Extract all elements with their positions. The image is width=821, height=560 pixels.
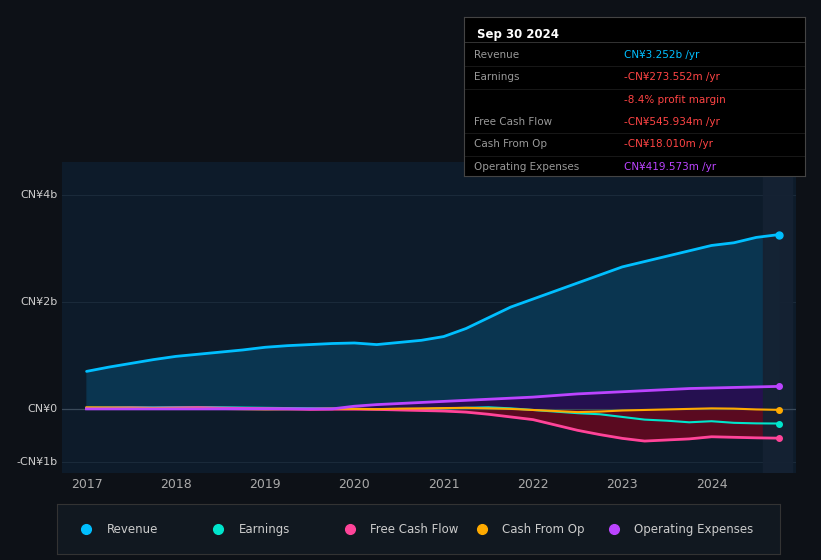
- Text: Free Cash Flow: Free Cash Flow: [474, 117, 553, 127]
- Text: Revenue: Revenue: [107, 522, 158, 536]
- Text: Earnings: Earnings: [238, 522, 290, 536]
- Text: CN¥0: CN¥0: [28, 404, 58, 414]
- Text: -CN¥545.934m /yr: -CN¥545.934m /yr: [624, 117, 720, 127]
- Text: CN¥2b: CN¥2b: [21, 297, 58, 307]
- Text: Operating Expenses: Operating Expenses: [634, 522, 753, 536]
- Text: CN¥419.573m /yr: CN¥419.573m /yr: [624, 162, 716, 172]
- Text: Sep 30 2024: Sep 30 2024: [478, 28, 559, 41]
- Text: -CN¥1b: -CN¥1b: [16, 458, 58, 468]
- Text: -8.4% profit margin: -8.4% profit margin: [624, 95, 726, 105]
- Text: Earnings: Earnings: [474, 72, 520, 82]
- Text: CN¥4b: CN¥4b: [21, 189, 58, 199]
- Text: -CN¥273.552m /yr: -CN¥273.552m /yr: [624, 72, 720, 82]
- Text: Free Cash Flow: Free Cash Flow: [370, 522, 459, 536]
- Text: Revenue: Revenue: [474, 50, 519, 60]
- Text: Operating Expenses: Operating Expenses: [474, 162, 580, 172]
- Text: CN¥3.252b /yr: CN¥3.252b /yr: [624, 50, 699, 60]
- Bar: [764, 162, 792, 473]
- Text: Cash From Op: Cash From Op: [474, 139, 547, 150]
- Text: Cash From Op: Cash From Op: [502, 522, 585, 536]
- Text: -CN¥18.010m /yr: -CN¥18.010m /yr: [624, 139, 713, 150]
